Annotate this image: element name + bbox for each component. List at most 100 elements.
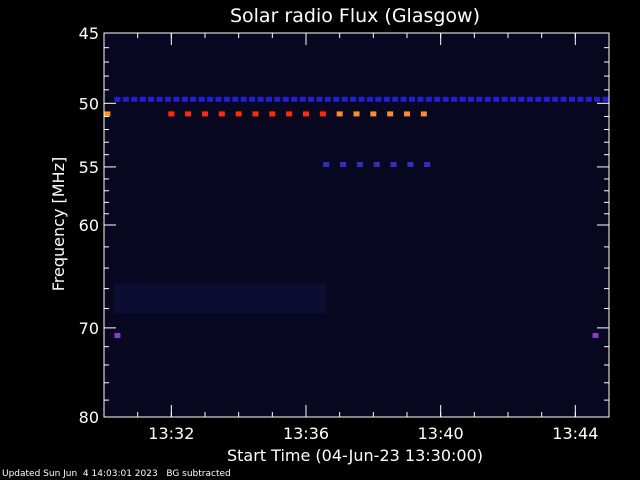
- emission-point: [257, 96, 264, 102]
- emission-point: [400, 96, 407, 102]
- emission-point: [358, 96, 365, 102]
- emission-point: [240, 96, 247, 102]
- spectrogram-background: [104, 33, 609, 417]
- emission-point: [274, 96, 281, 102]
- emission-point: [168, 111, 175, 117]
- emission-point: [417, 96, 424, 102]
- emission-point: [467, 96, 474, 102]
- emission-point: [341, 96, 348, 102]
- emission-point: [390, 161, 397, 167]
- emission-point: [602, 96, 609, 102]
- emission-point: [404, 111, 410, 117]
- footer-status: Updated Sun Jun 4 14:03:01 2023 BG subtr…: [2, 469, 231, 479]
- emission-point: [392, 96, 399, 102]
- emission-point: [350, 96, 357, 102]
- emission-point: [476, 96, 483, 102]
- emission-point: [173, 96, 180, 102]
- emission-point: [366, 96, 373, 102]
- emission-point: [323, 161, 330, 167]
- emission-point: [510, 96, 517, 102]
- emission-point: [185, 111, 192, 117]
- emission-point: [139, 96, 146, 102]
- emission-point: [299, 96, 306, 102]
- axes: 13:32 13:36 13:40 13:44 45 50 55 60 70 80: [79, 24, 610, 443]
- emission-point: [373, 161, 380, 167]
- emission-point: [215, 96, 222, 102]
- footer-updated: Updated Sun Jun 4 14:03:01 2023: [2, 469, 158, 479]
- emission-point: [585, 96, 592, 102]
- emission-point: [122, 96, 129, 102]
- emission-point: [303, 111, 309, 117]
- emission-point: [387, 111, 394, 117]
- emission-point: [543, 96, 550, 102]
- noise-band: [114, 283, 327, 314]
- emission-point: [104, 111, 111, 117]
- emission-point: [420, 111, 427, 117]
- x-tick-label: 13:32: [148, 424, 194, 443]
- emission-point: [316, 96, 323, 102]
- emission-point: [370, 111, 377, 117]
- y-tick-label: 80: [79, 408, 99, 427]
- emission-point: [148, 96, 155, 102]
- emission-point: [249, 96, 256, 102]
- y-tick-label: 70: [79, 319, 99, 338]
- chart-title: Solar radio Flux (Glasgow): [230, 5, 480, 27]
- y-axis-label: Frequency [MHz]: [49, 157, 68, 291]
- y-tick-label: 50: [79, 94, 99, 113]
- emission-point: [218, 111, 225, 117]
- emission-point: [526, 96, 533, 102]
- emission-point: [291, 96, 298, 102]
- emission-point: [383, 96, 390, 102]
- emission-point: [407, 161, 414, 167]
- emission-point: [324, 96, 331, 102]
- emission-point: [594, 96, 601, 102]
- emission-point: [190, 96, 197, 102]
- y-tick-label: 55: [79, 158, 99, 177]
- emission-point: [265, 96, 272, 102]
- emission-point: [333, 96, 340, 102]
- emission-point: [181, 96, 188, 102]
- footer-mode: BG subtracted: [166, 469, 231, 479]
- emission-point: [131, 96, 138, 102]
- emission-point: [114, 332, 121, 338]
- emission-point: [552, 96, 559, 102]
- emission-point: [156, 96, 163, 102]
- y-tick-label: 45: [79, 24, 99, 43]
- emission-point: [425, 96, 432, 102]
- emission-point: [484, 96, 491, 102]
- emission-point: [223, 96, 230, 102]
- emission-point: [202, 111, 208, 117]
- emission-point: [493, 96, 500, 102]
- emission-point: [424, 161, 431, 167]
- emission-point: [232, 96, 239, 102]
- x-tick-label: 13:40: [418, 424, 464, 443]
- emission-point: [459, 96, 466, 102]
- emission-point: [592, 332, 599, 338]
- emission-point: [568, 96, 575, 102]
- x-tick-label: 13:44: [552, 424, 598, 443]
- emission-point: [164, 96, 171, 102]
- emission-point: [286, 111, 293, 117]
- y-tick-label: 60: [79, 216, 99, 235]
- emission-point: [282, 96, 289, 102]
- emission-point: [269, 111, 276, 117]
- emission-point: [451, 96, 458, 102]
- emission-point: [442, 96, 449, 102]
- emission-point: [336, 111, 343, 117]
- emission-point: [518, 96, 525, 102]
- emission-point: [235, 111, 242, 117]
- emission-point: [501, 96, 508, 102]
- emission-point: [353, 111, 360, 117]
- emission-point: [207, 96, 214, 102]
- emission-point: [434, 96, 441, 102]
- emission-point: [356, 161, 363, 167]
- emission-point: [577, 96, 584, 102]
- emission-point: [535, 96, 542, 102]
- emission-point: [340, 161, 347, 167]
- emission-point: [252, 111, 259, 117]
- x-tick-label: 13:36: [283, 424, 329, 443]
- emission-point: [375, 96, 382, 102]
- emission-point: [198, 96, 205, 102]
- emission-point: [319, 111, 326, 117]
